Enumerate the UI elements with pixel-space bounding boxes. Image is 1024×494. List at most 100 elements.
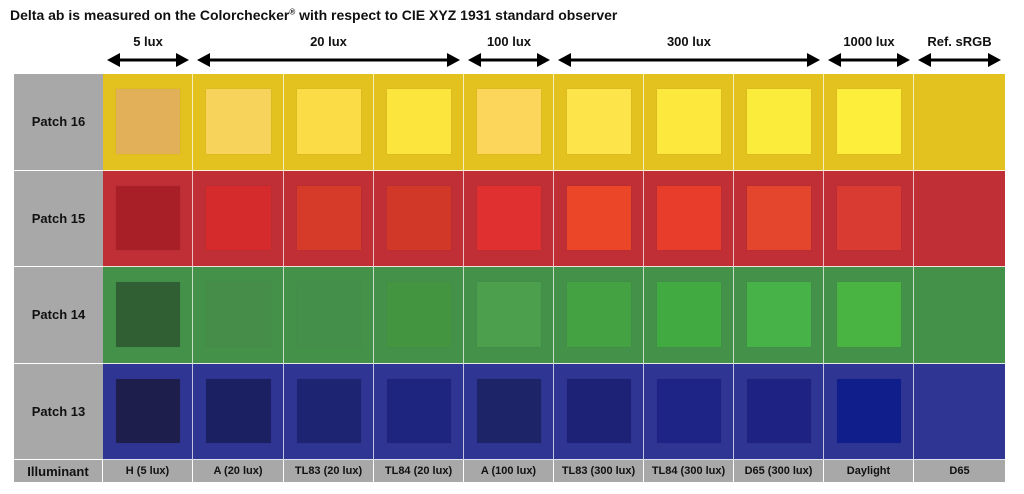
color-swatch (116, 282, 180, 347)
patch-cell (734, 74, 824, 171)
lux-arrow-head-right (988, 53, 1001, 67)
patch-cell (734, 363, 824, 460)
patch-cell (103, 170, 193, 267)
color-swatch (747, 185, 811, 250)
patch-cell (914, 267, 1005, 364)
color-swatch (297, 282, 361, 347)
illuminant-label: A (100 lux) (464, 460, 554, 482)
patch-cell (464, 74, 554, 171)
illuminant-label: D65 (300 lux) (734, 460, 824, 482)
patch-cell (374, 170, 464, 267)
color-grid: Patch 16 Patch 15 Patch 14 Patch 13 (14, 74, 1005, 460)
color-swatch (747, 378, 811, 443)
patch-cell (284, 74, 374, 171)
color-swatch (297, 89, 361, 154)
patch-cell (103, 363, 193, 460)
patch-cell (464, 363, 554, 460)
color-swatch (837, 89, 901, 154)
lux-arrow-head-left (828, 53, 841, 67)
illuminant-label: H (5 lux) (103, 460, 193, 482)
color-swatch (747, 89, 811, 154)
patch-cell (103, 267, 193, 364)
color-swatch (477, 282, 541, 347)
color-swatch (297, 185, 361, 250)
color-swatch (657, 185, 721, 250)
patch-cell (554, 363, 644, 460)
color-swatch (747, 282, 811, 347)
lux-label: 1000 lux (843, 34, 895, 49)
lux-arrow-head-right (807, 53, 820, 67)
color-swatch (297, 378, 361, 443)
illuminant-label: TL83 (300 lux) (554, 460, 644, 482)
patch-cell (914, 74, 1005, 171)
color-swatch (657, 89, 721, 154)
patch-cell (824, 267, 914, 364)
color-swatch (206, 185, 271, 250)
lux-arrow-head-right (447, 53, 460, 67)
patch-cell (914, 363, 1005, 460)
color-swatch (387, 282, 451, 347)
color-swatch (837, 185, 901, 250)
patch-cell (554, 74, 644, 171)
lux-label: 100 lux (486, 34, 532, 49)
patch-label: Patch 14 (14, 267, 103, 364)
patch-cell (824, 170, 914, 267)
patch-cell (734, 170, 824, 267)
color-swatch (567, 378, 631, 443)
patch-cell (734, 267, 824, 364)
illuminant-row: Illuminant H (5 lux) A (20 lux) TL83 (20 lu… (14, 460, 1005, 482)
patch-cell (193, 363, 284, 460)
patch-cell (644, 170, 734, 267)
lux-arrow-head-left (558, 53, 571, 67)
color-swatch (206, 378, 271, 443)
patch-cell (284, 267, 374, 364)
patch-cell (644, 267, 734, 364)
lux-arrows (107, 53, 1001, 67)
illuminant-label: Daylight (824, 460, 914, 482)
color-swatch (206, 282, 271, 347)
color-swatch (387, 185, 451, 250)
lux-arrow-head-left (107, 53, 120, 67)
illuminant-label: TL84 (20 lux) (374, 460, 464, 482)
color-swatch (567, 282, 631, 347)
illuminant-label: D65 (914, 460, 1005, 482)
patch-cell (284, 170, 374, 267)
patch-cell (103, 74, 193, 171)
color-swatch (567, 185, 631, 250)
patch-cell (374, 267, 464, 364)
patch-cell (193, 267, 284, 364)
lux-arrow-head-left (197, 53, 210, 67)
patch-label: Patch 15 (14, 170, 103, 267)
color-swatch (837, 282, 901, 347)
patch-cell (644, 74, 734, 171)
patch-cell (554, 170, 644, 267)
color-swatch (657, 378, 721, 443)
color-swatch (206, 89, 271, 154)
lux-label: 300 lux (666, 34, 712, 49)
patch-cell (374, 74, 464, 171)
patch-label: Patch 13 (14, 363, 103, 460)
patch-label: Patch 16 (14, 74, 103, 171)
lux-label: 5 lux (133, 34, 163, 49)
illuminant-label: A (20 lux) (193, 460, 284, 482)
patch-cell (374, 363, 464, 460)
lux-arrow-head-left (918, 53, 931, 67)
color-swatch (567, 89, 631, 154)
patch-cell (284, 363, 374, 460)
lux-arrow-head-right (897, 53, 910, 67)
patch-cell (554, 267, 644, 364)
lux-label: 20 lux (310, 34, 347, 49)
patch-cell (193, 170, 284, 267)
patch-cell (464, 170, 554, 267)
patch-cell (464, 267, 554, 364)
patch-cell (824, 363, 914, 460)
page-title: Delta ab is measured on the Colorchecker… (10, 7, 618, 23)
color-swatch (657, 282, 721, 347)
lux-label: Ref. sRGB (927, 34, 992, 49)
color-swatch (477, 89, 541, 154)
color-swatch (116, 378, 180, 443)
illuminant-label: TL83 (20 lux) (284, 460, 374, 482)
patch-cell (644, 363, 734, 460)
color-swatch (837, 378, 901, 443)
lux-arrow-head-right (537, 53, 550, 67)
